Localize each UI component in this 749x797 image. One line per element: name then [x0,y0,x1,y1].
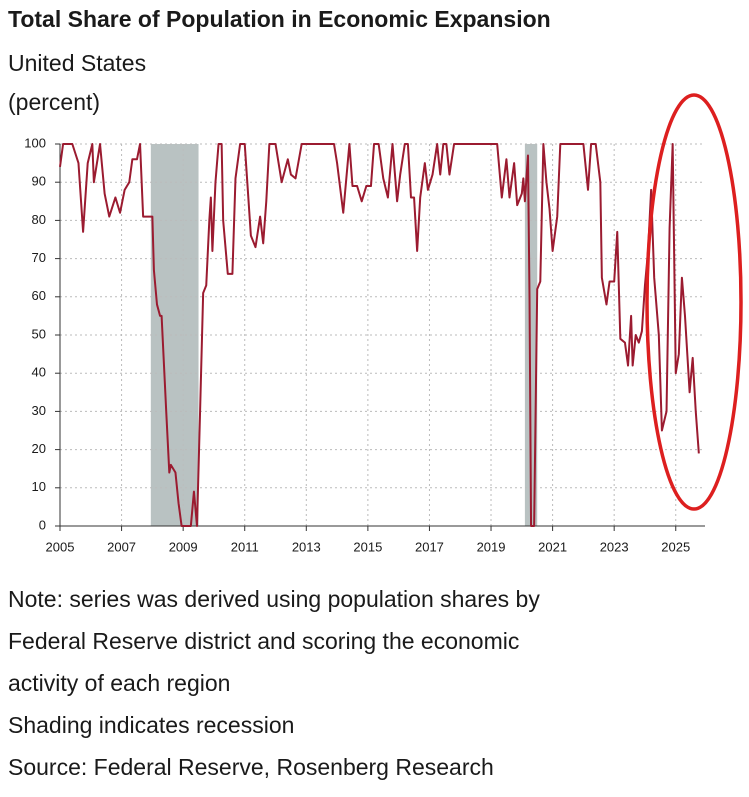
y-tick-label: 80 [32,212,46,227]
y-axis-label: (percent) [8,89,100,115]
highlight-ellipse [645,93,743,511]
y-tick-label: 30 [32,403,46,418]
x-tick-label: 2023 [600,539,629,554]
note-line: Federal Reserve district and scoring the… [8,628,519,654]
note-line: activity of each region [8,670,230,696]
y-tick-label: 60 [32,288,46,303]
x-tick-label: 2009 [169,539,198,554]
data-line [59,143,700,527]
y-tick-label: 50 [32,326,46,341]
x-tick-label: 2017 [415,539,444,554]
y-tick-label: 20 [32,441,46,456]
y-tick-label: 90 [32,174,46,189]
x-tick-label: 2019 [477,539,506,554]
x-tick-label: 2025 [661,539,690,554]
x-tick-label: 2013 [292,539,321,554]
x-tick-label: 2015 [353,539,382,554]
note-line: Source: Federal Reserve, Rosenberg Resea… [8,754,494,780]
y-tick-label: 70 [32,250,46,265]
note-line: Shading indicates recession [8,712,294,738]
x-tick-label: 2005 [46,539,75,554]
y-tick-label: 10 [32,479,46,494]
x-tick-label: 2021 [538,539,567,554]
note-line: Note: series was derived using populatio… [8,586,540,612]
y-tick-label: 0 [39,517,46,532]
y-tick-label: 40 [32,365,46,380]
x-tick-label: 2007 [107,539,136,554]
chart-subtitle: United States [8,50,146,76]
y-tick-label: 100 [24,135,46,150]
x-tick-label: 2011 [231,539,259,554]
chart-title: Total Share of Population in Economic Ex… [8,6,551,32]
